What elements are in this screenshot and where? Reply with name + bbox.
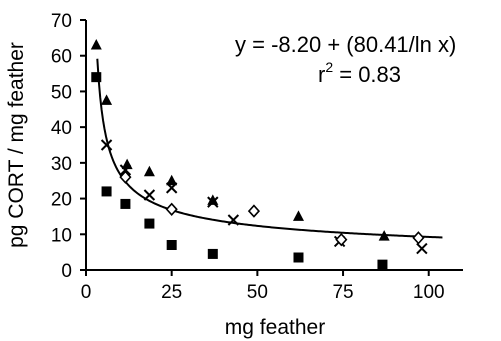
square-point <box>293 252 304 263</box>
r-squared-label: r <box>318 62 325 87</box>
r-squared: r2 = 0.83 <box>318 59 401 87</box>
y-tick-label: 20 <box>51 190 72 211</box>
triangle-point <box>143 165 155 177</box>
square-point <box>207 248 218 259</box>
y-tick-label: 10 <box>51 225 72 246</box>
triangle-point <box>378 230 390 241</box>
y-tick-label: 40 <box>51 118 72 139</box>
triangle-point <box>207 194 219 205</box>
square-point <box>377 259 388 270</box>
square-point <box>120 198 131 209</box>
triangle-point <box>101 94 113 105</box>
cross-point <box>207 196 219 208</box>
ticks: 0 25 50 75 100 0 10 20 30 40 50 60 70 <box>51 11 445 303</box>
diamond-point <box>412 231 425 245</box>
data-points <box>90 39 428 270</box>
y-tick-label: 50 <box>51 82 72 103</box>
square-point <box>91 72 102 83</box>
diamond-point <box>165 202 178 216</box>
r-squared-value: = 0.83 <box>333 62 401 87</box>
y-tick-label: 70 <box>51 11 72 32</box>
square-point <box>101 186 112 197</box>
y-tick-label: 0 <box>61 261 72 282</box>
x-tick-label: 100 <box>413 282 445 303</box>
square-point <box>166 240 177 250</box>
triangle-point <box>90 39 102 50</box>
x-tick-label: 50 <box>247 282 268 303</box>
triangle-point <box>166 174 178 186</box>
diamond-point <box>335 232 348 247</box>
y-tick-label: 30 <box>51 154 72 175</box>
fit-equation: y = -8.20 + (80.41/ln x) <box>235 32 456 57</box>
diamond-point <box>247 204 261 218</box>
diamond-point <box>119 170 132 184</box>
x-axis-title: mg feather <box>225 316 325 339</box>
cross-point <box>416 242 428 255</box>
cross-point <box>119 164 132 176</box>
r-squared-exponent: 2 <box>325 59 333 75</box>
x-tick-label: 0 <box>81 282 92 303</box>
y-tick-label: 60 <box>51 47 72 68</box>
cross-point <box>165 182 178 194</box>
cross-point <box>227 214 240 226</box>
y-axis-title: pg CORT / mg feather <box>5 42 28 248</box>
x-tick-label: 75 <box>332 282 353 303</box>
square-point <box>144 218 155 229</box>
cross-point <box>143 189 156 201</box>
cross-point <box>100 139 113 151</box>
axes <box>85 20 463 271</box>
x-tick-label: 25 <box>161 282 182 303</box>
triangle-point <box>292 210 304 221</box>
